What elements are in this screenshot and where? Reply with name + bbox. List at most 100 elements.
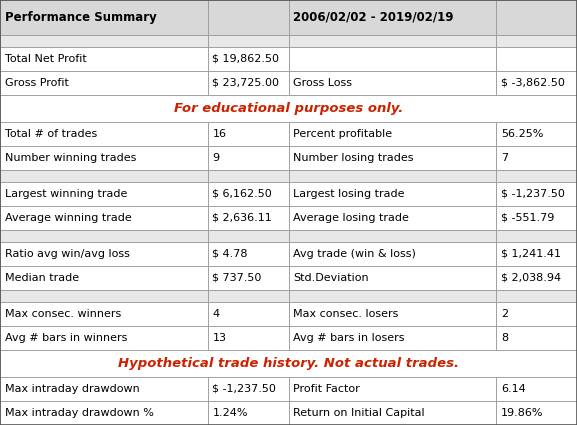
Bar (0, 181, 208, 206)
Text: $ 2,038.94: $ 2,038.94 (501, 273, 561, 283)
Bar (208, 326, 288, 350)
Bar (496, 230, 577, 242)
Text: $ 4.78: $ 4.78 (212, 249, 248, 259)
Bar (288, 47, 496, 71)
Text: 8: 8 (501, 333, 508, 343)
Bar (0, 0, 208, 35)
Bar (208, 230, 288, 242)
Bar (288, 146, 496, 170)
Text: Total Net Profit: Total Net Profit (5, 54, 87, 64)
Bar (0, 230, 208, 242)
Text: Number losing trades: Number losing trades (293, 153, 414, 163)
Bar (496, 206, 577, 230)
Text: 9: 9 (212, 153, 219, 163)
Bar (496, 326, 577, 350)
Bar (0, 47, 208, 71)
Bar (496, 242, 577, 266)
Text: $ 2,636.11: $ 2,636.11 (212, 213, 272, 223)
Bar (0, 302, 208, 326)
Text: Average losing trade: Average losing trade (293, 213, 409, 223)
Bar (0, 146, 208, 170)
Bar (0, 206, 208, 230)
Bar (0, 377, 208, 401)
Text: $ 23,725.00: $ 23,725.00 (212, 78, 279, 88)
Bar (288, 71, 496, 95)
Bar (208, 290, 288, 302)
Bar (288, 0, 496, 35)
Text: Max intraday drawdown: Max intraday drawdown (5, 384, 140, 394)
Text: 6.14: 6.14 (501, 384, 526, 394)
Bar (208, 71, 288, 95)
Bar (208, 266, 288, 290)
Text: Max consec. winners: Max consec. winners (5, 309, 121, 319)
Text: Performance Summary: Performance Summary (5, 11, 156, 24)
Text: 7: 7 (501, 153, 508, 163)
Bar (288, 401, 496, 425)
Bar (496, 170, 577, 181)
Text: Return on Initial Capital: Return on Initial Capital (293, 408, 425, 418)
Bar (208, 146, 288, 170)
Bar (496, 47, 577, 71)
Bar (0, 326, 208, 350)
Text: Avg # bars in losers: Avg # bars in losers (293, 333, 404, 343)
Text: Std.Deviation: Std.Deviation (293, 273, 369, 283)
Text: $ -551.79: $ -551.79 (501, 213, 554, 223)
Bar (496, 122, 577, 146)
Text: Median trade: Median trade (5, 273, 78, 283)
Bar (0, 350, 577, 377)
Bar (208, 302, 288, 326)
Bar (288, 35, 496, 47)
Text: $ 19,862.50: $ 19,862.50 (212, 54, 279, 64)
Bar (288, 122, 496, 146)
Text: 2: 2 (501, 309, 508, 319)
Text: Gross Loss: Gross Loss (293, 78, 352, 88)
Bar (0, 290, 208, 302)
Bar (288, 266, 496, 290)
Bar (208, 377, 288, 401)
Text: 4: 4 (212, 309, 219, 319)
Bar (496, 181, 577, 206)
Bar (208, 181, 288, 206)
Bar (496, 302, 577, 326)
Text: $ 1,241.41: $ 1,241.41 (501, 249, 561, 259)
Bar (0, 122, 208, 146)
Text: Hypothetical trade history. Not actual trades.: Hypothetical trade history. Not actual t… (118, 357, 459, 370)
Bar (208, 242, 288, 266)
Text: Max intraday drawdown %: Max intraday drawdown % (5, 408, 153, 418)
Text: $ 6,162.50: $ 6,162.50 (212, 189, 272, 199)
Bar (288, 181, 496, 206)
Text: Average winning trade: Average winning trade (5, 213, 132, 223)
Text: $ -1,237.50: $ -1,237.50 (501, 189, 565, 199)
Text: Avg trade (win & loss): Avg trade (win & loss) (293, 249, 416, 259)
Text: Percent profitable: Percent profitable (293, 129, 392, 139)
Text: Largest losing trade: Largest losing trade (293, 189, 404, 199)
Bar (208, 47, 288, 71)
Bar (496, 35, 577, 47)
Bar (0, 266, 208, 290)
Bar (496, 401, 577, 425)
Text: $ 737.50: $ 737.50 (212, 273, 262, 283)
Bar (496, 290, 577, 302)
Text: 56.25%: 56.25% (501, 129, 543, 139)
Text: Profit Factor: Profit Factor (293, 384, 360, 394)
Bar (288, 206, 496, 230)
Bar (0, 242, 208, 266)
Bar (288, 290, 496, 302)
Bar (288, 302, 496, 326)
Text: Avg # bars in winners: Avg # bars in winners (5, 333, 127, 343)
Bar (288, 230, 496, 242)
Bar (0, 401, 208, 425)
Text: Gross Profit: Gross Profit (5, 78, 69, 88)
Bar (496, 377, 577, 401)
Text: 13: 13 (212, 333, 226, 343)
Text: For educational purposes only.: For educational purposes only. (174, 102, 403, 115)
Bar (0, 170, 208, 181)
Bar (0, 95, 577, 122)
Bar (0, 71, 208, 95)
Text: 1.24%: 1.24% (212, 408, 248, 418)
Bar (288, 242, 496, 266)
Bar (208, 35, 288, 47)
Bar (288, 170, 496, 181)
Text: Number winning trades: Number winning trades (5, 153, 136, 163)
Text: Largest winning trade: Largest winning trade (5, 189, 127, 199)
